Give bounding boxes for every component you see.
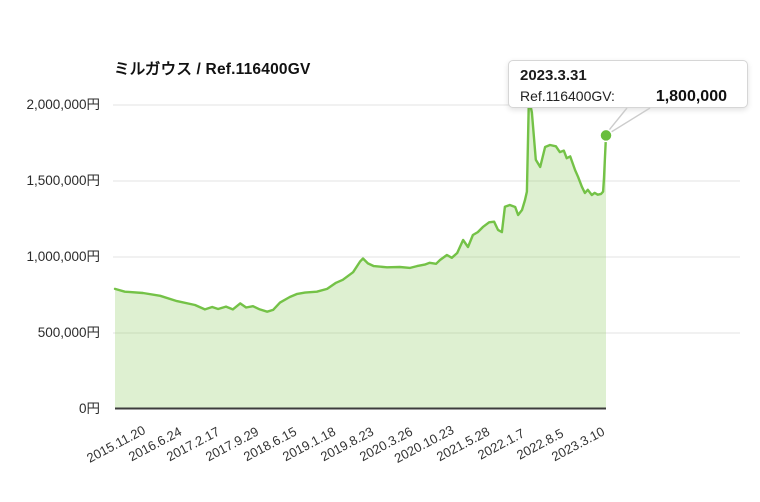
chart-title: ミルガウス / Ref.116400GV (114, 61, 311, 78)
y-axis-tick-label: 0円 (78, 401, 100, 416)
y-axis-tick-label: 500,000円 (37, 325, 100, 340)
tooltip-value: 1,800,000 (655, 88, 727, 105)
y-axis-tick-label: 1,500,000円 (26, 173, 100, 188)
price-line (113, 96, 608, 313)
y-axis-tick-label: 1,000,000円 (26, 249, 100, 264)
tooltip-series-label: Ref.116400GV: (520, 88, 615, 104)
tooltip: 2023.3.31 Ref.116400GV: 1,800,000 (508, 60, 748, 108)
y-axis-tick-label: 2,000,000円 (26, 97, 100, 112)
price-area-fill (115, 97, 606, 410)
tooltip-date: 2023.3.31 (520, 67, 587, 84)
